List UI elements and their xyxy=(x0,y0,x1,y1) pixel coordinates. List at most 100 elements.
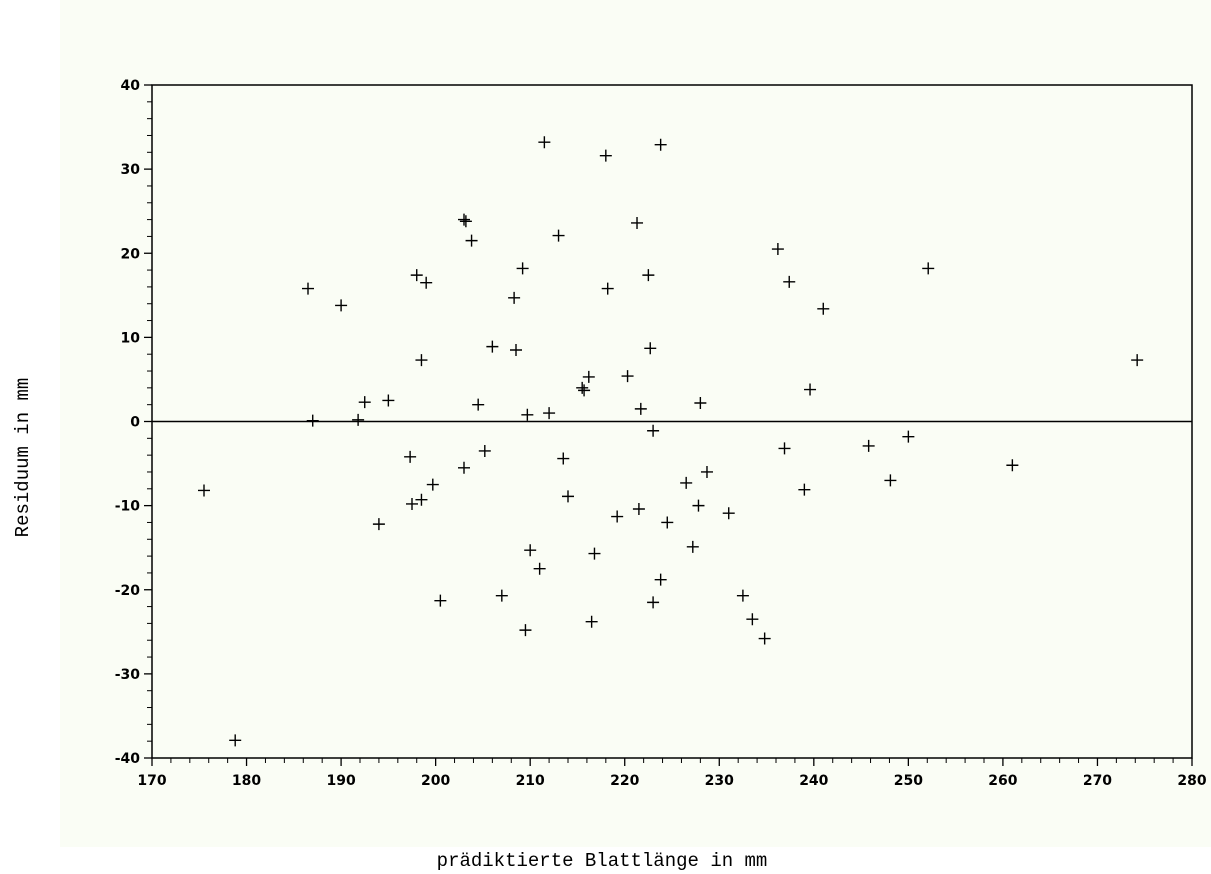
data-point xyxy=(519,624,532,637)
data-point xyxy=(458,461,470,474)
y-tick-label: 40 xyxy=(121,78,141,94)
data-point xyxy=(415,354,428,367)
data-point xyxy=(465,234,478,247)
plot-background xyxy=(60,0,1211,847)
data-point xyxy=(647,596,660,609)
data-point xyxy=(862,439,875,452)
data-point xyxy=(680,476,693,489)
data-point xyxy=(372,518,385,531)
x-tick-label: 280 xyxy=(1177,773,1206,789)
data-point xyxy=(632,502,645,515)
points-layer xyxy=(198,136,1144,747)
data-point xyxy=(585,615,598,628)
data-point xyxy=(654,138,667,151)
x-tick-label: 230 xyxy=(705,773,734,789)
data-point xyxy=(722,507,735,520)
data-point xyxy=(420,276,433,289)
data-point xyxy=(335,299,348,312)
data-point xyxy=(552,229,565,242)
data-point xyxy=(1006,459,1019,472)
y-tick-label: -20 xyxy=(115,583,141,599)
data-point xyxy=(576,381,589,394)
data-point xyxy=(922,262,935,275)
data-point xyxy=(434,594,447,607)
data-point xyxy=(302,282,314,295)
x-tick-label: 270 xyxy=(1083,773,1112,789)
data-point xyxy=(588,547,601,560)
x-tick-label: 250 xyxy=(894,773,923,789)
y-tick-label: 30 xyxy=(121,162,141,178)
data-point xyxy=(510,343,522,356)
data-point xyxy=(771,243,784,256)
x-tick-label: 200 xyxy=(421,773,450,789)
y-axis-title: Residuum in mm xyxy=(12,378,34,538)
y-tick-label: 10 xyxy=(121,330,141,346)
data-point xyxy=(426,478,439,491)
data-point xyxy=(486,340,499,353)
data-point xyxy=(521,408,534,421)
data-point xyxy=(647,424,660,437)
data-point xyxy=(611,510,624,523)
data-point xyxy=(404,450,417,463)
data-point xyxy=(557,452,570,465)
x-tick-label: 170 xyxy=(137,773,166,789)
x-tick-label: 210 xyxy=(516,773,545,789)
x-axis-title: prädiktierte Blattlänge in mm xyxy=(437,850,768,872)
x-tick-label: 220 xyxy=(610,773,639,789)
data-point xyxy=(406,497,418,510)
data-point xyxy=(538,136,551,149)
y-tick-label: -30 xyxy=(115,667,141,683)
data-point xyxy=(746,613,759,626)
data-point xyxy=(229,734,242,747)
ticks-layer: 170 180 190 200 210 220 230 240 250 260 270 280-40-… xyxy=(115,78,1207,789)
data-point xyxy=(686,540,699,553)
data-point xyxy=(804,383,817,396)
data-point xyxy=(601,282,614,295)
data-point xyxy=(495,589,508,602)
data-point xyxy=(694,396,707,409)
data-point xyxy=(736,589,749,602)
data-point xyxy=(472,398,485,411)
y-tick-label: 0 xyxy=(130,415,140,431)
data-point xyxy=(533,562,546,575)
data-point xyxy=(516,262,529,275)
data-point xyxy=(358,396,371,409)
data-point xyxy=(817,302,830,315)
x-tick-label: 260 xyxy=(988,773,1017,789)
data-point xyxy=(198,484,210,497)
data-point xyxy=(884,474,897,487)
x-tick-label: 240 xyxy=(799,773,828,789)
data-point xyxy=(478,444,491,457)
data-point xyxy=(644,342,657,355)
data-point xyxy=(582,370,595,383)
data-point xyxy=(562,490,574,503)
y-tick-label: 20 xyxy=(121,246,141,262)
data-point xyxy=(578,384,591,397)
data-point xyxy=(621,370,634,383)
data-point xyxy=(459,215,472,228)
data-point xyxy=(524,544,537,557)
data-point xyxy=(798,483,811,496)
data-point xyxy=(306,414,319,427)
x-tick-label: 180 xyxy=(232,773,261,789)
data-point xyxy=(902,430,915,443)
data-point xyxy=(700,465,713,478)
data-point xyxy=(1131,354,1144,367)
y-tick-label: -40 xyxy=(115,751,141,767)
data-point xyxy=(410,269,423,282)
data-point xyxy=(634,402,647,415)
data-point xyxy=(458,213,470,226)
data-point xyxy=(758,632,771,645)
x-tick-label: 190 xyxy=(326,773,355,789)
data-point xyxy=(778,442,791,455)
data-point xyxy=(631,216,644,229)
data-point xyxy=(382,394,395,407)
data-point xyxy=(352,413,365,426)
y-tick-label: -10 xyxy=(115,499,141,515)
data-point xyxy=(692,499,705,512)
data-point xyxy=(543,407,556,420)
data-point xyxy=(783,275,796,288)
data-point xyxy=(599,149,612,162)
data-point xyxy=(642,269,655,282)
